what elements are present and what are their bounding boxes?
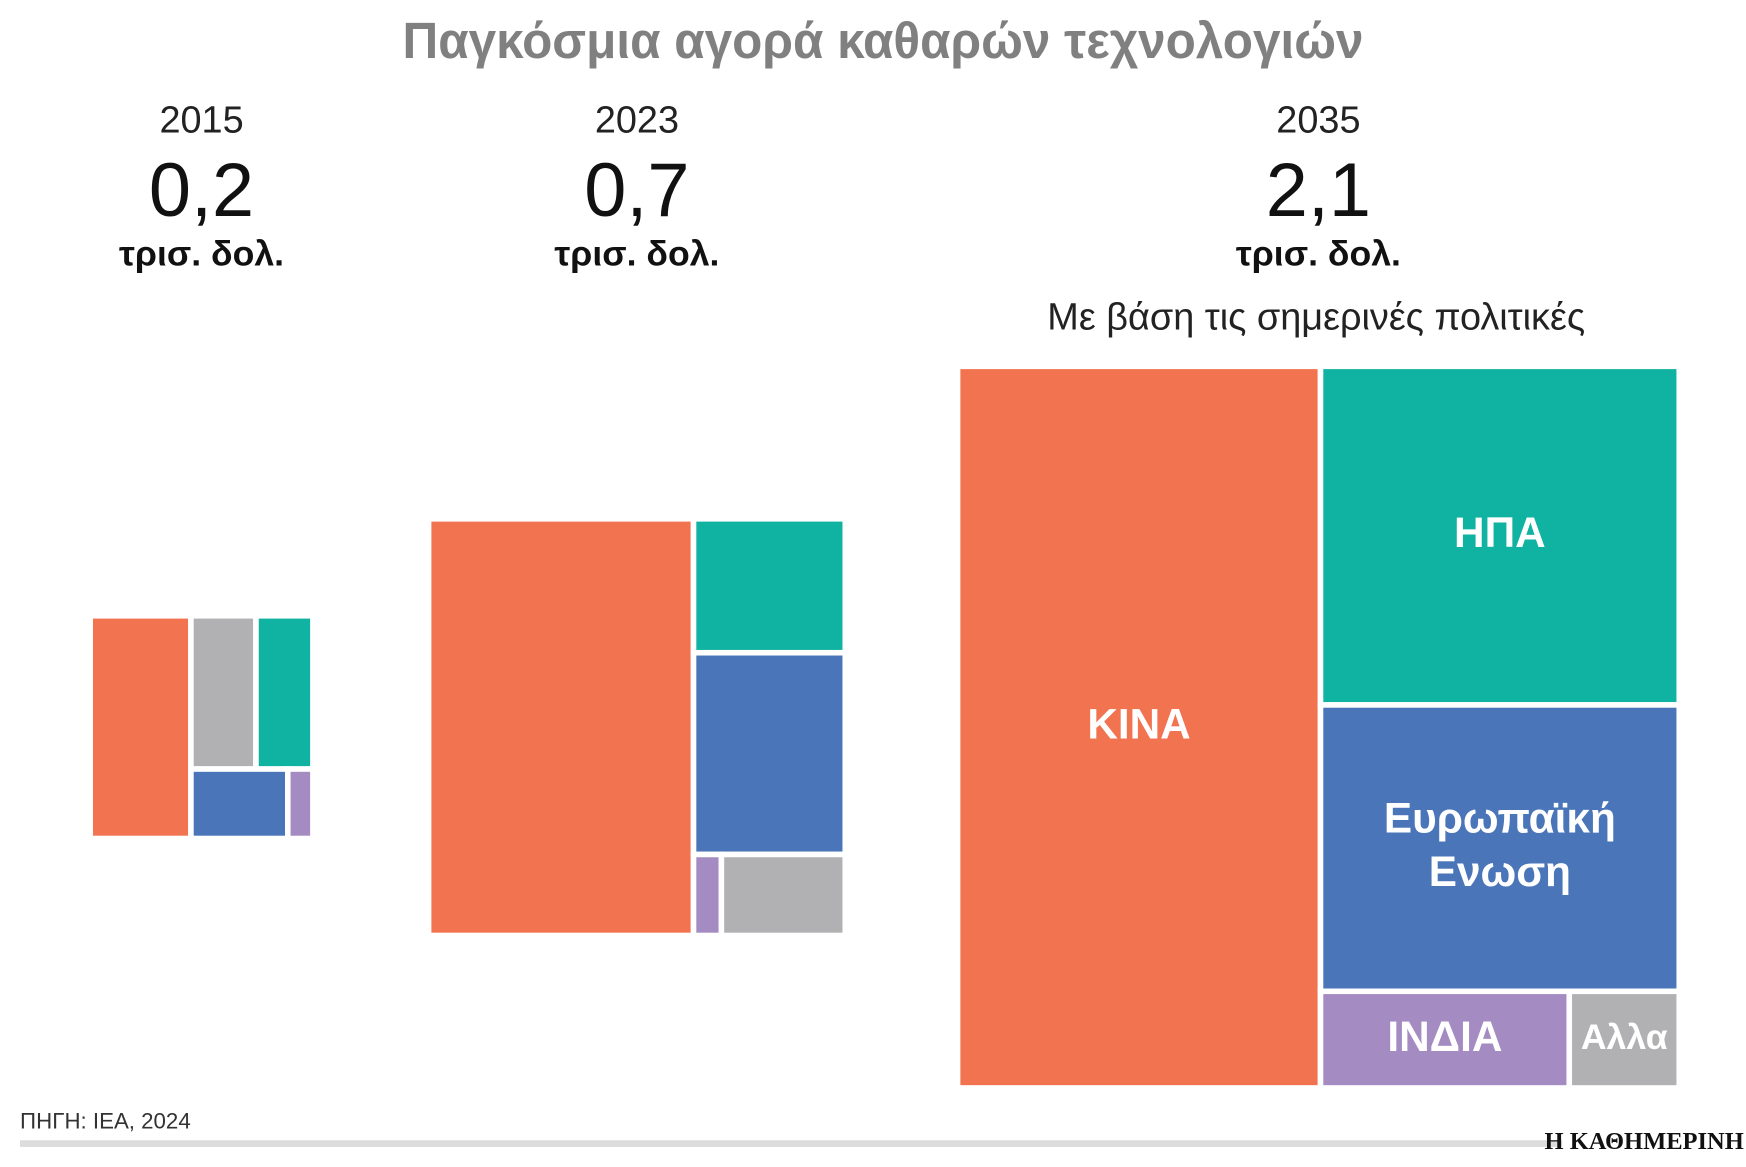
unit-label: τρισ. δολ. (554, 234, 719, 274)
treemap-cell (1317, 988, 1573, 1091)
treemap-cell (188, 766, 291, 842)
treemap-cell (1317, 702, 1683, 995)
cell-label: Αλλα (1581, 1017, 1668, 1057)
total-label: 0,2 (149, 148, 254, 233)
treemap-cell (690, 649, 849, 858)
treemap-cell (425, 516, 697, 939)
year-label: 2023 (595, 100, 679, 142)
treemap-cell (1566, 988, 1683, 1091)
unit-label: τρισ. δολ. (1236, 234, 1401, 274)
cell-label: ΗΠΑ (1454, 509, 1546, 556)
treemap-cell (690, 516, 849, 656)
unit-label: τρισ. δολ. (119, 234, 284, 274)
cell-label: Ευρωπαϊκή Ενωση (1384, 795, 1616, 895)
footer-rule (20, 1140, 1563, 1147)
treemap-cell (285, 766, 316, 842)
total-label: 2,1 (1266, 148, 1371, 233)
treemap-cell (1317, 363, 1683, 708)
brand: Η ΚΑΘΗΜΕΡΙΝΗ (1545, 1128, 1744, 1155)
source: ΠΗΓΗ: IEA, 2024 (20, 1108, 191, 1133)
cell-label: ΙΝΔΙΑ (1387, 1013, 1502, 1060)
year-label: 2015 (159, 100, 243, 142)
treemap-cell (954, 363, 1324, 1091)
cell-label: ΚΙΝΑ (1087, 700, 1190, 747)
chart-title: Παγκόσμια αγορά καθαρών τεχνολογιών (403, 12, 1364, 69)
total-label: 0,7 (584, 148, 689, 233)
treemap-cell (87, 613, 194, 842)
annotation: Με βάση τις σημερινές πολιτικές (1047, 297, 1585, 339)
treemap-cell (253, 613, 316, 772)
treemap-cell (188, 613, 259, 772)
treemap-cell (718, 851, 849, 939)
year-label: 2035 (1276, 100, 1360, 142)
treemap-cell (690, 851, 725, 939)
